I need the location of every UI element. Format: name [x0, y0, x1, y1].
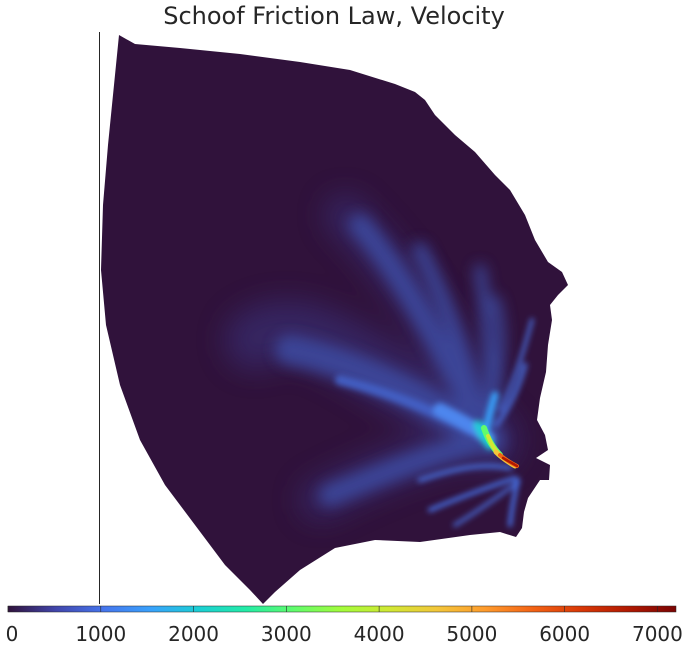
colorbar-ticks	[7, 606, 658, 612]
colorbar-tick-labels: 0 1000 2000 3000 4000 5000 6000 7000	[6, 622, 683, 646]
colorbar-tick-label: 6000	[539, 622, 590, 646]
colorbar-bar	[7, 605, 677, 613]
colorbar-tick-label: 4000	[354, 622, 405, 646]
colorbar: 0 1000 2000 3000 4000 5000 6000 7000	[6, 605, 683, 646]
colorbar-tick-label: 2000	[168, 622, 219, 646]
colorbar-tick-label: 3000	[261, 622, 312, 646]
velocity-field	[101, 35, 568, 604]
colorbar-tick-label: 5000	[446, 622, 497, 646]
flow-streams	[225, 195, 534, 527]
colorbar-tick-label: 1000	[75, 622, 126, 646]
colorbar-tick-label: 7000	[632, 622, 683, 646]
chart-title: Schoof Friction Law, Velocity	[163, 2, 505, 30]
colorbar-tick-label: 0	[6, 622, 19, 646]
